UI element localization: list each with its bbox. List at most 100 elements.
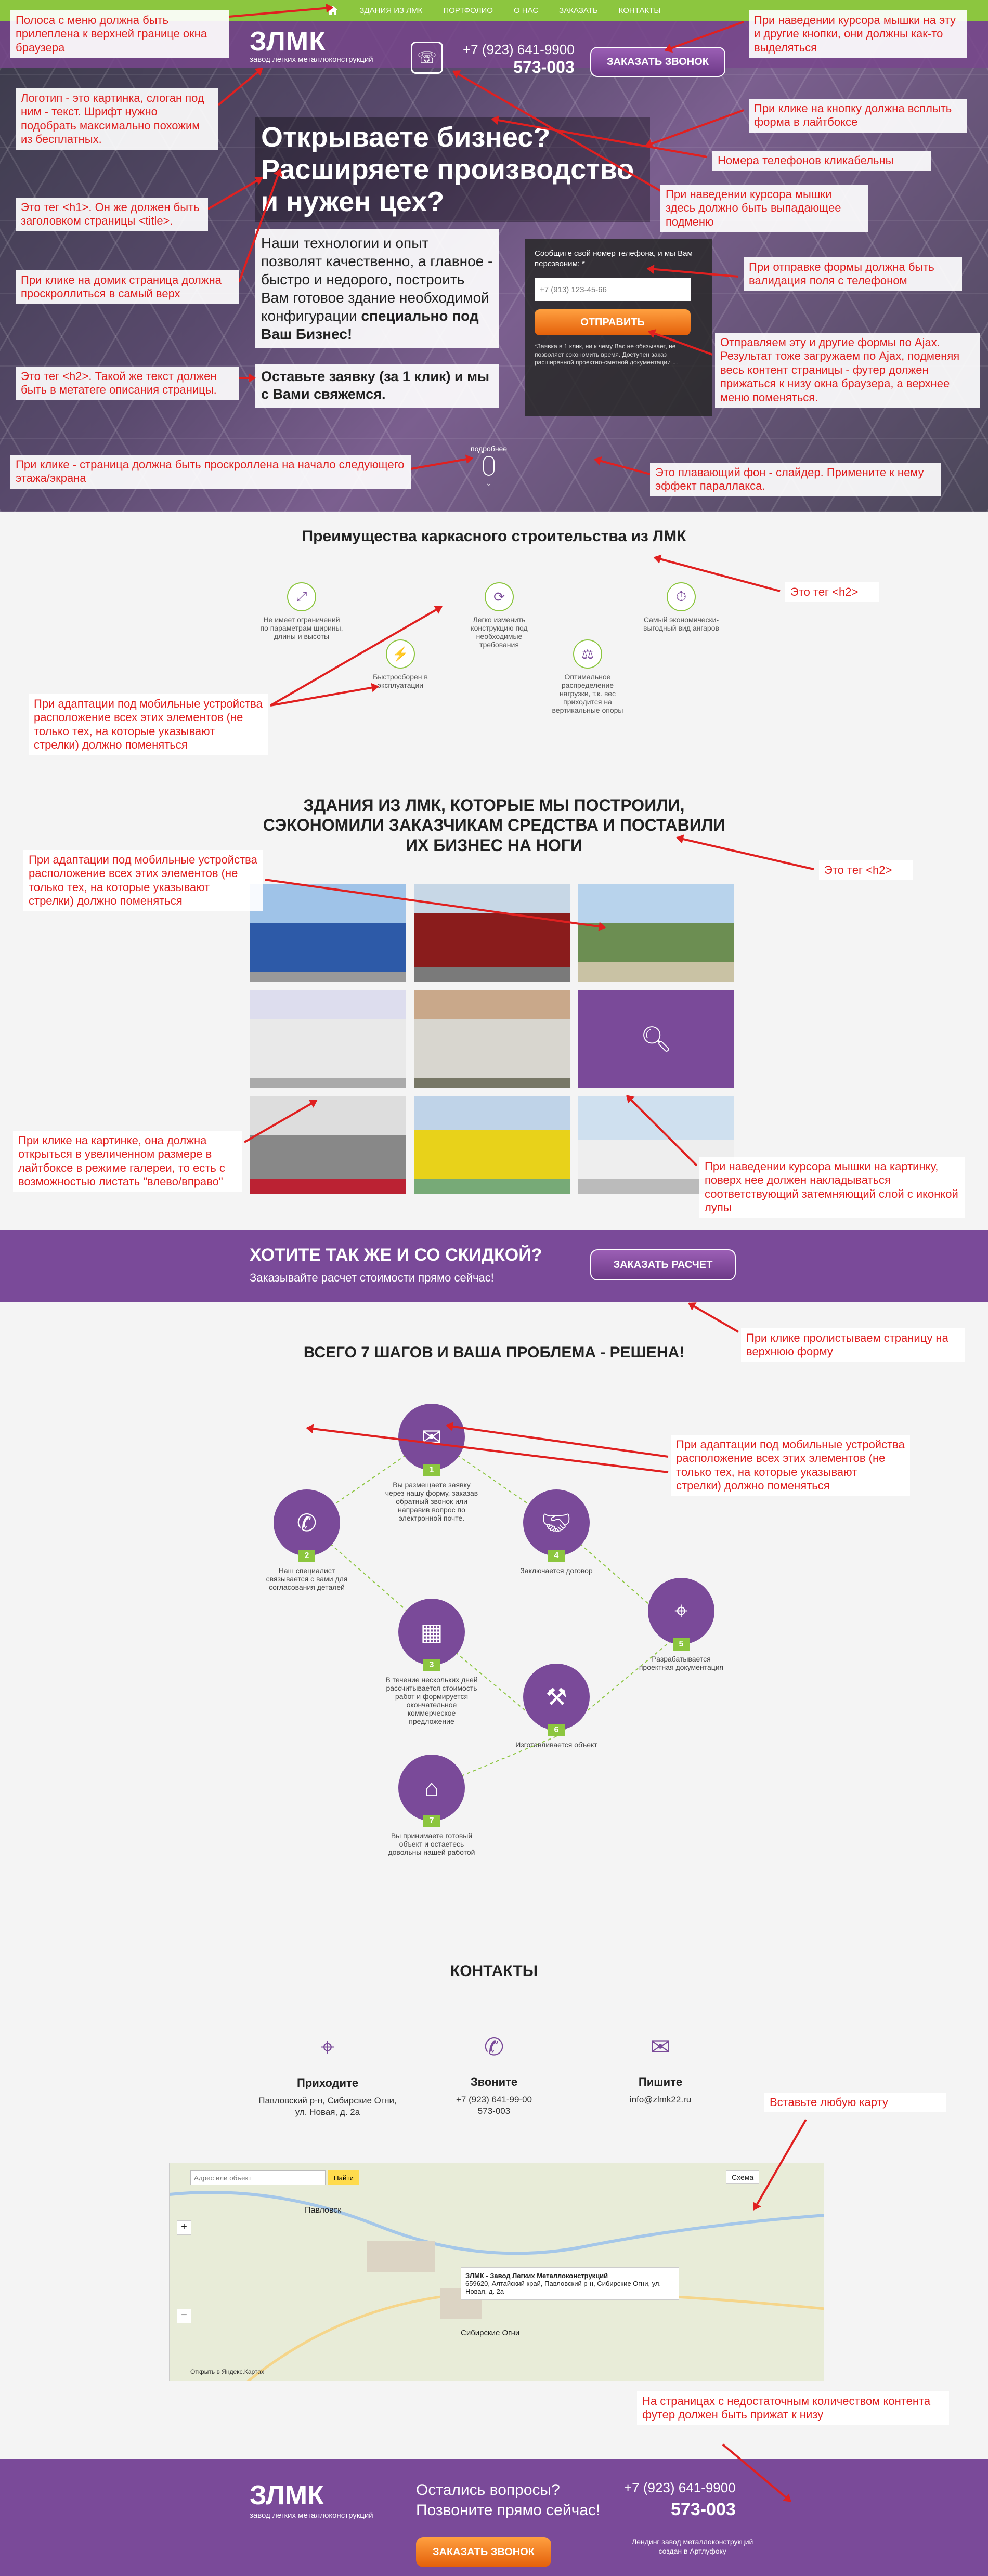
reconfigure-icon: ⟳	[485, 582, 514, 611]
location-pin-icon: ⌖	[321, 2033, 334, 2060]
contact-phone: ✆ Звоните +7 (923) 641-99-00 573-003	[421, 2033, 567, 2117]
step-item: ✉ 1 Вы размещаете заявку через нашу форм…	[385, 1404, 478, 1522]
nav-item-about[interactable]: О НАС	[513, 6, 539, 15]
dimensions-icon: ⤢	[287, 582, 316, 611]
advantage-item: ⏱ Самый экономически-выгодный вид ангаро…	[640, 582, 723, 632]
map-search-button[interactable]: Найти	[328, 2170, 359, 2185]
annotation: При клике на кнопку должна всплыть форма…	[749, 99, 967, 133]
step-number: 7	[423, 1815, 440, 1827]
step-text: Наш специалист связывается с вами для со…	[266, 1566, 348, 1591]
zoom-out-button[interactable]: −	[177, 2309, 191, 2323]
footer-order-call-button[interactable]: ЗАКАЗАТЬ ЗВОНОК	[416, 2537, 551, 2567]
compass-icon: ⌖	[648, 1578, 714, 1644]
phone-link-2[interactable]: 573-003	[513, 58, 575, 76]
annotation: При наведении курсора мышки здесь должно…	[660, 185, 868, 232]
annotation: При клике на картинке, она должна открыт…	[13, 1131, 242, 1192]
contact-phone-value[interactable]: +7 (923) 641-99-00 573-003	[456, 2095, 532, 2116]
form-note: *Заявка в 1 клик, ни к чему Вас не обязы…	[535, 343, 678, 367]
footer-phone-1[interactable]: +7 (923) 641-9900	[624, 2480, 736, 2495]
annotation: Это тег <h2>	[785, 582, 879, 603]
contact-address-value: Павловский р-н, Сибирские Огни, ул. Нова…	[258, 2096, 397, 2117]
hero-subtitle: Оставьте заявку (за 1 клик) и мы с Вами …	[255, 364, 499, 408]
magnifier-icon: 🔍︎	[640, 1025, 672, 1053]
step-text: Разрабатывается проектная документация	[639, 1655, 724, 1671]
contact-phone-title: Звоните	[470, 2075, 518, 2088]
gallery-photo[interactable]	[414, 884, 570, 982]
annotation: Вставьте любую карту	[764, 2093, 946, 2113]
annotation: Это тег <h2>. Такой же текст должен быть…	[16, 367, 239, 400]
step-item: ⌖ 5 Разрабатывается проектная документац…	[634, 1578, 728, 1671]
order-call-button[interactable]: ЗАКАЗАТЬ ЗВОНОК	[590, 47, 725, 77]
map-layers-button[interactable]: Схема	[726, 2170, 760, 2184]
nav-item-portfolio[interactable]: ПОРТФОЛИО	[443, 6, 493, 15]
envelope-icon: ✉	[650, 2033, 671, 2060]
step-number: 6	[548, 1724, 565, 1736]
annotation: При отправке формы должна быть валидация…	[744, 257, 962, 291]
logo-slogan: завод легких металлоконструкций	[250, 55, 373, 64]
steps-title: ВСЕГО 7 ШАГОВ И ВАША ПРОБЛЕМА - РЕШЕНА!	[303, 1344, 685, 1361]
annotation: При клике пролистываем страницу на верхн…	[741, 1328, 965, 1362]
submit-button[interactable]: ОТПРАВИТЬ	[535, 309, 691, 335]
footer-logo[interactable]: ЗЛМК завод легких металлоконструкций	[250, 2480, 373, 2520]
portfolio-title: ЗДАНИЯ ИЗ ЛМК, КОТОРЫЕ МЫ ПОСТРОИЛИ, СЭК…	[263, 796, 725, 855]
map-label-ogni: Сибирские Огни	[461, 2329, 520, 2337]
step-number: 1	[423, 1464, 440, 1476]
contacts-title: КОНТАКТЫ	[450, 1963, 538, 1980]
contact-email-title: Пишите	[638, 2075, 683, 2088]
annotation: Полоса с меню должна быть прилеплена к в…	[10, 10, 229, 58]
developer-credit[interactable]: Лендинг завод металлоконструкций создан …	[632, 2538, 753, 2556]
nav-item-order[interactable]: ЗАКАЗАТЬ	[559, 6, 598, 15]
advantage-item: ⚡ Быстросборен в эксплуатации	[359, 639, 442, 689]
cta-title: ХОТИТЕ ТАК ЖЕ И СО СКИДКОЙ?	[250, 1245, 542, 1265]
yandex-map[interactable]: Найти Схема + − Павловск Сибирские Огни …	[169, 2163, 824, 2381]
logo[interactable]: ЗЛМК завод легких металлоконструкций	[250, 26, 373, 64]
phone-input[interactable]	[535, 278, 691, 301]
advantage-item: ⤢ Не имеет ограничений по параметрам шир…	[260, 582, 343, 640]
annotation: При клике на домик страница должна проск…	[16, 270, 239, 304]
footer-phone-2[interactable]: 573-003	[671, 2500, 736, 2519]
portfolio-gallery: 🔍︎	[250, 884, 738, 1194]
envelope-icon: ✉	[398, 1404, 465, 1470]
order-calculation-button[interactable]: ЗАКАЗАТЬ РАСЧЕТ	[590, 1249, 736, 1280]
gallery-photo[interactable]	[414, 990, 570, 1088]
advantage-text: Не имеет ограничений по параметрам ширин…	[260, 616, 343, 640]
step-text: В течение нескольких дней рассчитывается…	[385, 1676, 478, 1725]
gallery-photo[interactable]: 🔍︎	[578, 990, 734, 1088]
hero-description-text: Наши технологии и опыт позволят качестве…	[261, 235, 493, 324]
nav-item-buildings[interactable]: ЗДАНИЯ ИЗ ЛМК	[359, 6, 423, 15]
scroll-down-button[interactable]: подробнее ⌄	[471, 444, 507, 488]
annotation: Номера телефонов кликабельны	[712, 151, 931, 171]
map-open-link[interactable]: Открыть в Яндекс.Картах	[190, 2368, 264, 2375]
footer-question: Остались вопросы? Позвоните прямо сейчас…	[416, 2481, 601, 2519]
cta-subtitle: Заказывайте расчет стоимости прямо сейча…	[250, 1271, 494, 1284]
step-item: ⚒ 6 Изготавливается объект	[510, 1664, 603, 1749]
annotation: При адаптации под мобильные устройства р…	[671, 1435, 910, 1496]
step-number: 4	[548, 1550, 565, 1562]
map-search-input[interactable]	[190, 2170, 326, 2185]
contact-email-link[interactable]: info@zlmk22.ru	[629, 2095, 692, 2104]
step-item: ⌂ 7 Вы принимаете готовый объект и остае…	[385, 1755, 478, 1856]
annotation: Это тег <h1>. Он же должен быть заголовк…	[16, 198, 208, 231]
zoom-in-button[interactable]: +	[177, 2220, 191, 2235]
gallery-photo[interactable]	[578, 884, 734, 982]
annotation: При адаптации под мобильные устройства р…	[29, 694, 268, 755]
gallery-photo[interactable]	[250, 1096, 406, 1194]
gallery-photo[interactable]	[250, 990, 406, 1088]
phone-icon: ☏	[411, 42, 443, 74]
contact-address: ⌖ Приходите Павловский р-н, Сибирские Ог…	[255, 2033, 400, 2118]
advantages-title: Преимущества каркасного строительства из…	[302, 528, 686, 545]
phone-icon: ✆	[484, 2033, 504, 2060]
gallery-photo[interactable]	[414, 1096, 570, 1194]
annotation: Это плавающий фон - слайдер. Примените к…	[650, 463, 941, 496]
annotation: Отправляем эту и другие формы по Ajax. Р…	[715, 333, 980, 408]
gallery-photo[interactable]	[250, 884, 406, 982]
discount-cta: ХОТИТЕ ТАК ЖЕ И СО СКИДКОЙ? Заказывайте …	[0, 1230, 988, 1302]
map-popup-title: ЗЛМК - Завод Легких Металлоконструкций	[465, 2272, 608, 2280]
contact-email: ✉ Пишите info@zlmk22.ru	[588, 2033, 733, 2106]
header-phones: +7 (923) 641-9900 573-003	[463, 42, 575, 77]
calculator-icon: ▦	[398, 1599, 465, 1665]
annotation: При клике - страница должна быть проскро…	[10, 455, 411, 489]
nav-item-contacts[interactable]: КОНТАКТЫ	[618, 6, 661, 15]
phone-link-1[interactable]: +7 (923) 641-9900	[463, 42, 575, 57]
annotation: При адаптации под мобильные устройства р…	[23, 850, 263, 911]
